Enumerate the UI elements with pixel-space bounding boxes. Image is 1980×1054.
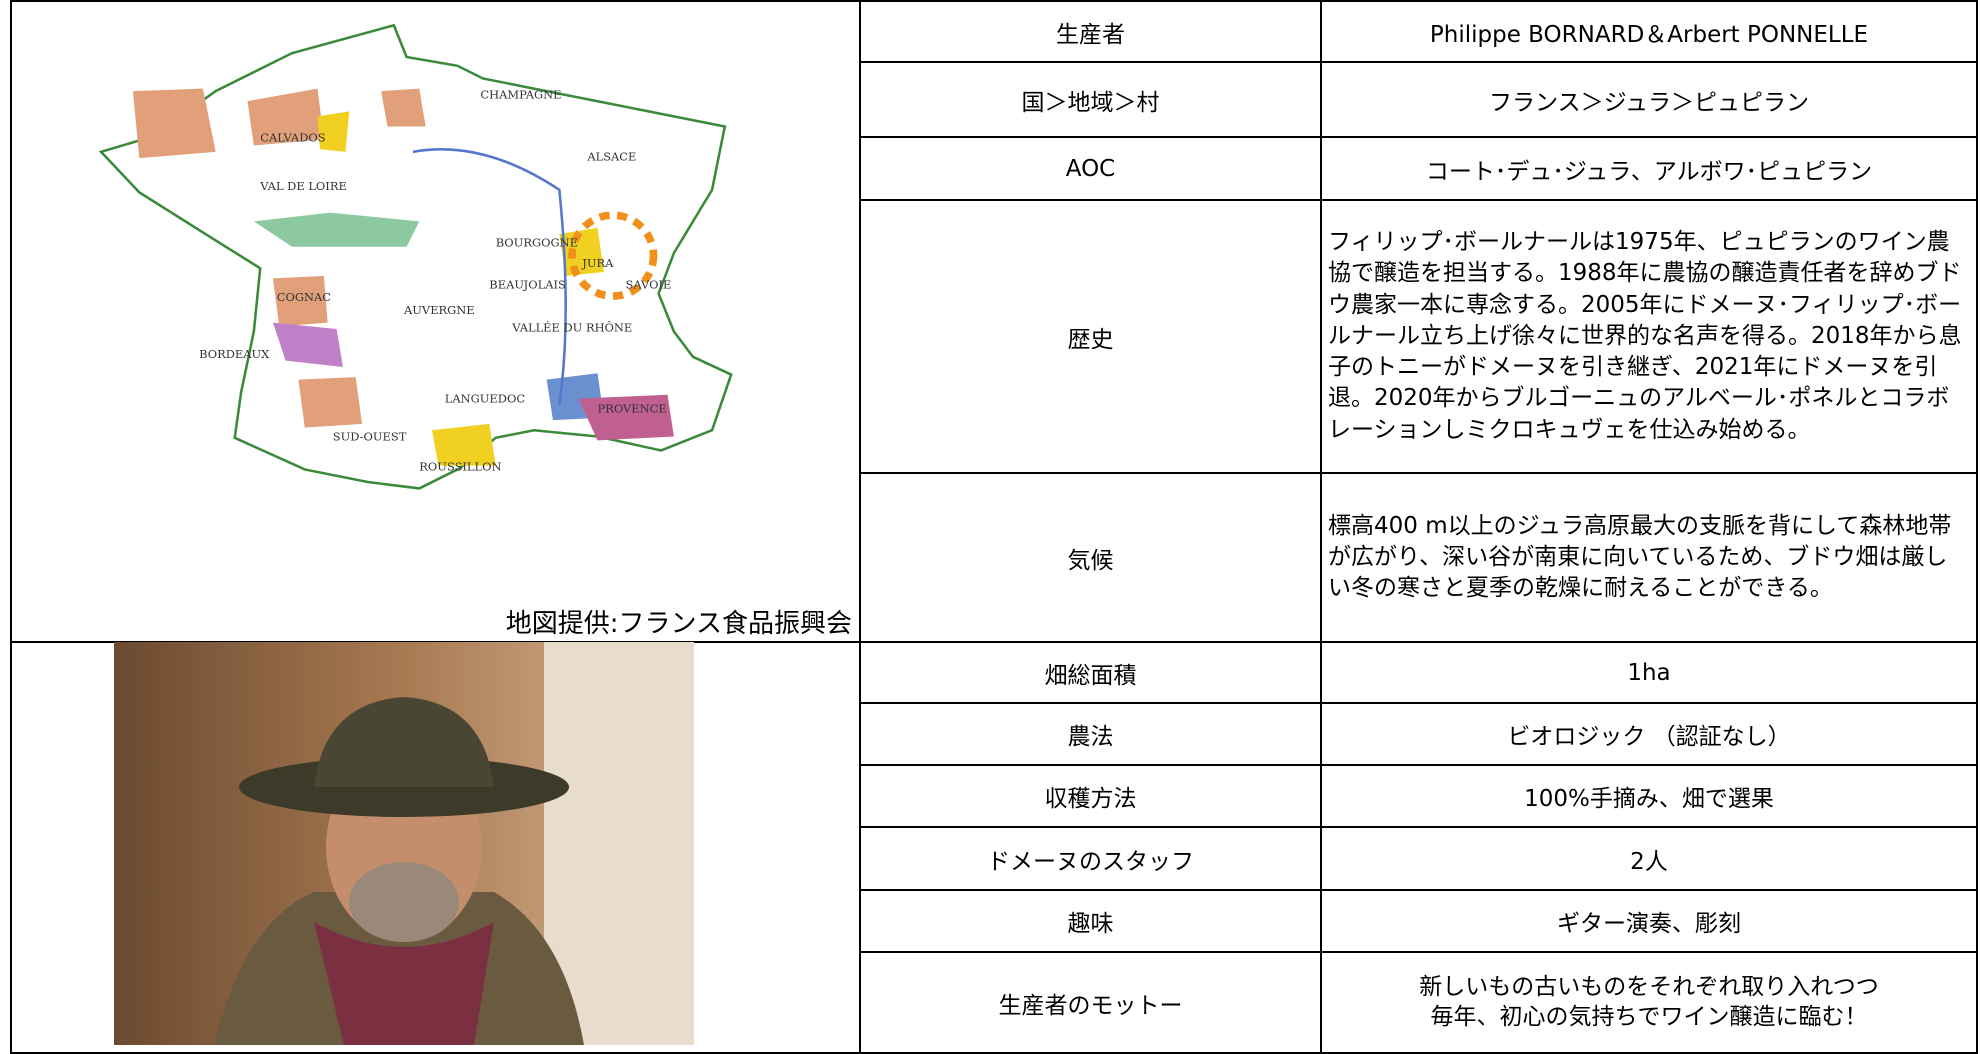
region <box>578 394 674 441</box>
table-row: 国＞地域＞村 フランス＞ジュラ＞ピュピラン <box>11 61 1978 138</box>
map-label: ROUSSILLON <box>419 460 501 474</box>
row-value: フィリップ･ボールナールは1975年、ピュピランのワイン農協で醸造を担当する。1… <box>1320 199 1978 474</box>
map-label: PROVENCE <box>598 402 667 416</box>
table-row: 歴史 フィリップ･ボールナールは1975年、ピュピランのワイン農協で醸造を担当する… <box>11 199 1978 474</box>
row-label: 趣味 <box>859 889 1322 953</box>
region <box>559 227 604 276</box>
table-row: 趣味 ギター演奏、彫刻 <box>11 889 1978 953</box>
row-value: 1ha <box>1320 641 1978 704</box>
row-label: 収穫方法 <box>859 764 1322 828</box>
region <box>317 111 350 152</box>
region <box>132 88 216 159</box>
map-label: SAVOIE <box>626 278 672 292</box>
row-label: 農法 <box>859 702 1322 766</box>
beard <box>349 862 459 942</box>
map-label: CALVADOS <box>260 131 325 145</box>
map-label: BOURGOGNE <box>496 236 578 250</box>
map-caption: 地図提供:フランス食品振興会 <box>505 609 852 639</box>
row-value: 新しいもの古いものをそれぞれ取り入れつつ 毎年、初心の気持ちでワイン醸造に臨む！ <box>1320 951 1978 1054</box>
row-value: ビオロジック （認証なし） <box>1320 702 1978 766</box>
row-label: 生産者 <box>859 0 1322 63</box>
map-label: CHAMPAGNE <box>480 88 561 102</box>
scarf <box>314 922 494 1045</box>
row-value: 2人 <box>1320 826 1978 891</box>
row-value: Philippe BORNARD＆Arbert PONNELLE <box>1320 0 1978 63</box>
region <box>272 275 328 327</box>
row-label: AOC <box>859 136 1322 201</box>
region <box>253 212 420 247</box>
producer-photo <box>114 642 694 1045</box>
row-label: 国＞地域＞村 <box>859 61 1322 138</box>
region <box>247 88 324 146</box>
table-row: 農法 ビオロジック （認証なし） <box>11 702 1978 766</box>
france-map: CALVADOS CHAMPAGNE ALSACE VAL DE LOIRE BOURG… <box>98 23 733 490</box>
map-label: COGNAC <box>277 290 332 304</box>
map-label: BORDEAUX <box>199 347 270 361</box>
row-label: 畑総面積 <box>859 641 1322 704</box>
region <box>381 88 426 127</box>
map-label: AUVERGNE <box>403 303 475 317</box>
row-value: 100%手摘み、畑で選果 <box>1320 764 1978 828</box>
row-value: フランス＞ジュラ＞ピュピラン <box>1320 61 1978 138</box>
row-label: 歴史 <box>859 199 1322 474</box>
map-label: VALLÉE DU RHÔNE <box>511 321 632 335</box>
map-label: VAL DE LOIRE <box>259 179 347 193</box>
map-label: LANGUEDOC <box>445 391 526 405</box>
row-value: コート･デュ･ジュラ、アルボワ･ピュピラン <box>1320 136 1978 201</box>
wall <box>544 642 694 1045</box>
table-row: AOC コート･デュ･ジュラ、アルボワ･ピュピラン <box>11 136 1978 201</box>
jura-highlight <box>568 211 658 300</box>
row-value: ギター演奏、彫刻 <box>1320 889 1978 953</box>
hat-crown <box>314 697 494 787</box>
map-label: ALSACE <box>586 150 636 164</box>
river <box>412 148 567 406</box>
row-value: 標高400 m以上のジュラ高原最大の支脈を背にして森林地帯が広がり、深い谷が南東… <box>1320 472 1978 643</box>
region <box>432 423 496 466</box>
region <box>298 377 363 428</box>
region <box>272 322 343 367</box>
map-label: JURA <box>581 256 614 270</box>
row-label: ドメーヌのスタッフ <box>859 826 1322 891</box>
map-label: SUD-OUEST <box>333 429 407 443</box>
table-row: ドメーヌのスタッフ 2人 <box>11 826 1978 891</box>
table-row: 気候 標高400 m以上のジュラ高原最大の支脈を背にして森林地帯が広がり、深い谷が… <box>11 472 1978 643</box>
row-label: 生産者のモットー <box>859 951 1322 1054</box>
table-row: 収穫方法 100%手摘み、畑で選果 <box>11 764 1978 828</box>
map-label: BEAUJOLAIS <box>489 278 566 292</box>
row-label: 気候 <box>859 472 1322 643</box>
